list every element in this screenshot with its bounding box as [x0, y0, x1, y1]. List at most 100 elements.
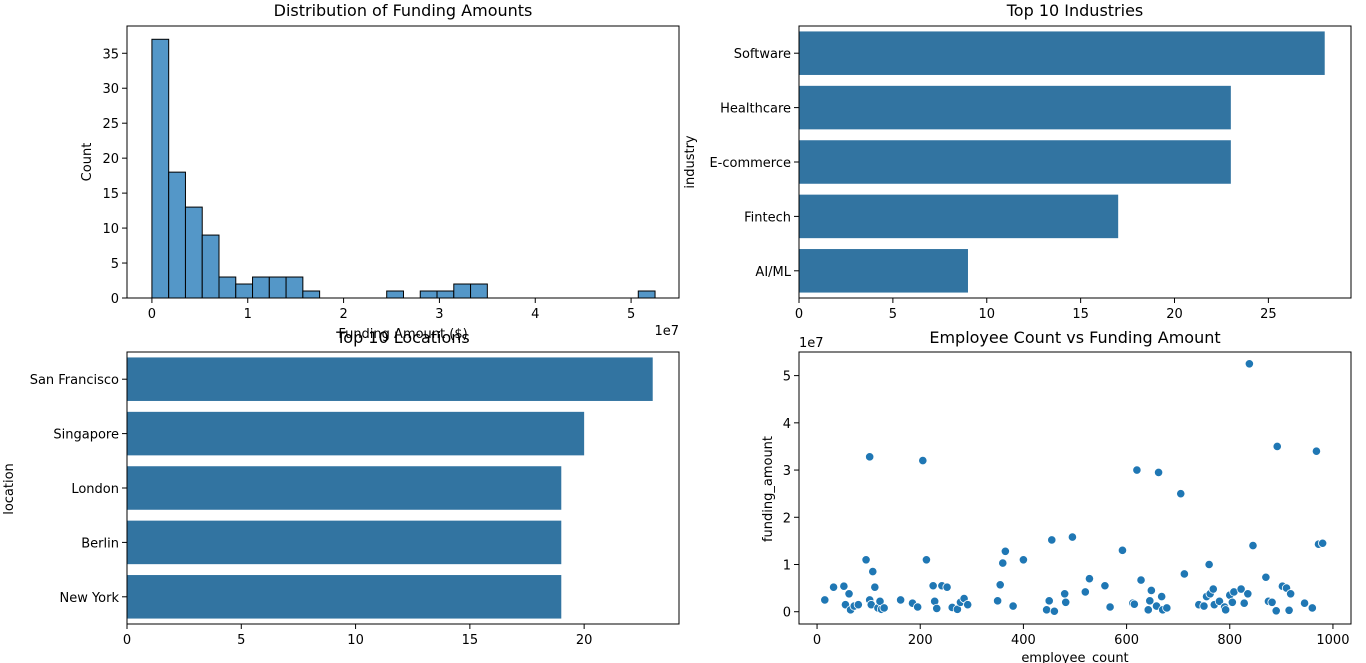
y-tick-label: 35 — [102, 47, 119, 62]
histogram-bar — [386, 290, 404, 299]
y-tick-label: 0 — [783, 606, 791, 621]
industries-bar — [799, 140, 1231, 184]
industries-bar — [799, 249, 968, 293]
y-tick-label: 4 — [783, 417, 791, 432]
industries-category-label: Software — [734, 47, 791, 62]
scatter-point — [1227, 597, 1237, 607]
y-tick-label: 1 — [783, 559, 791, 574]
scatter-point — [1284, 605, 1294, 615]
x-tick-label: 1000 — [1316, 633, 1349, 648]
industries-category-label: Fintech — [744, 210, 791, 225]
x-tick-label: 3 — [435, 307, 443, 322]
scatter-point — [1157, 592, 1167, 602]
x-tick-label: 4 — [531, 307, 539, 322]
scatter-y-axis-label: funding_amount — [761, 436, 776, 542]
scatter-point — [1049, 606, 1059, 616]
histogram-bar — [218, 276, 237, 299]
scatter-point — [1208, 584, 1218, 594]
x-tick-label: 0 — [813, 633, 821, 648]
x-tick-label: 10 — [978, 307, 995, 322]
scatter-y-offset-label: 1e7 — [799, 336, 824, 351]
x-tick-label: 0 — [148, 307, 156, 322]
scatter-point — [1136, 575, 1146, 585]
scatter-point — [1239, 598, 1249, 608]
y-tick-label: 20 — [102, 152, 119, 167]
scatter-point — [1318, 538, 1328, 548]
histogram-panel: Distribution of Funding Amounts 0 1 2 3 4 5 0… — [80, 1, 680, 342]
scatter-point — [993, 596, 1003, 606]
locations-category-label: Singapore — [53, 428, 119, 443]
scatter-point — [865, 452, 875, 462]
y-tick-label: 3 — [783, 464, 791, 479]
scatter-point — [1307, 603, 1317, 613]
locations-x-ticks: 0 5 10 15 20 — [123, 624, 592, 648]
industries-panel: Top 10 Industries 0 5 10 15 20 25 Software Hea… — [683, 1, 1352, 322]
locations-bars — [127, 357, 653, 619]
scatter-point — [1311, 446, 1322, 456]
histogram-bars — [151, 38, 656, 299]
histogram-bar — [151, 38, 170, 299]
scatter-point — [1236, 584, 1246, 594]
scatter-point — [1153, 467, 1164, 478]
scatter-point — [913, 602, 923, 612]
scatter-point — [828, 582, 839, 592]
scatter-title: Employee Count vs Funding Amount — [929, 328, 1220, 347]
scatter-point — [1060, 589, 1070, 599]
scatter-point — [918, 456, 928, 466]
locations-bar — [127, 466, 562, 510]
industries-bars — [799, 31, 1325, 293]
histogram-bar — [302, 290, 321, 299]
scatter-point — [932, 603, 942, 614]
locations-panel: 0 5 10 15 20 San Francisco Singapore London Ber… — [2, 328, 680, 648]
x-tick-label: 25 — [1260, 307, 1277, 322]
scatter-point — [1204, 559, 1214, 570]
scatter-point — [1146, 585, 1156, 596]
scatter-point — [1067, 532, 1078, 542]
histogram-y-axis-label: Count — [80, 143, 95, 182]
y-tick-label: 2 — [783, 511, 791, 526]
scatter-point — [1271, 606, 1281, 616]
scatter-point — [942, 582, 952, 592]
locations-category-label: San Francisco — [30, 373, 119, 388]
x-tick-label: 15 — [462, 633, 479, 648]
histogram-bar — [235, 283, 254, 299]
scatter-point — [1299, 598, 1310, 608]
industries-category-label: E-commerce — [709, 156, 791, 171]
histogram-bar — [436, 290, 455, 299]
scatter-point — [1000, 546, 1010, 556]
scatter-point — [868, 566, 878, 577]
scatter-point — [820, 595, 830, 605]
x-tick-label: 800 — [1217, 633, 1242, 648]
scatter-point — [1179, 569, 1189, 579]
scatter-point — [1176, 489, 1186, 499]
scatter-axes-frame — [798, 351, 1352, 625]
x-tick-label: 5 — [627, 307, 635, 322]
scatter-point — [1143, 605, 1153, 615]
industries-category-label: Healthcare — [720, 102, 791, 117]
y-tick-label: 0 — [111, 292, 119, 307]
scatter-point — [1267, 597, 1277, 607]
scatter-point — [1214, 596, 1225, 606]
y-tick-label: 15 — [102, 187, 119, 202]
x-tick-label: 0 — [795, 307, 803, 322]
locations-bar — [127, 411, 585, 456]
histogram-bar — [201, 234, 220, 299]
locations-category-label: New York — [59, 591, 119, 606]
y-tick-label: 25 — [102, 117, 119, 132]
scatter-point — [1042, 605, 1052, 615]
locations-category-label: Berlin — [81, 536, 119, 551]
scatter-point — [844, 589, 854, 599]
locations-bar — [127, 575, 562, 619]
x-tick-label: 5 — [889, 307, 897, 322]
scatter-point — [1199, 601, 1209, 611]
histogram-y-ticks: 0 5 10 15 20 25 30 35 — [102, 47, 127, 307]
scatter-point — [879, 603, 889, 613]
scatter-point — [1261, 572, 1271, 582]
scatter-point — [1047, 535, 1057, 545]
histogram-x-axis-label: Funding Amount ($) — [338, 327, 467, 342]
histogram-bar — [168, 171, 186, 299]
industries-bar — [799, 85, 1231, 130]
x-tick-label: 2 — [339, 307, 347, 322]
scatter-point — [1044, 596, 1054, 606]
histogram-bar — [470, 283, 488, 299]
